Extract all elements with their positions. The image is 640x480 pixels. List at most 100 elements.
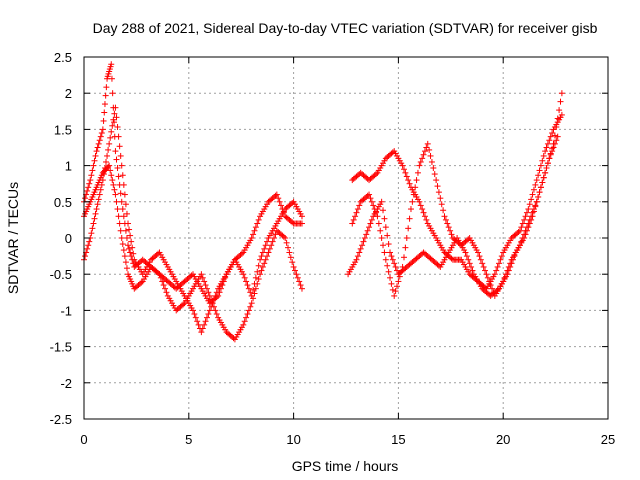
interpolated-point: [444, 220, 451, 227]
interpolated-point: [157, 274, 164, 281]
interpolated-point: [536, 167, 543, 174]
interpolated-point: [392, 288, 399, 295]
interpolated-point: [294, 274, 301, 281]
interpolated-point: [289, 200, 296, 207]
interpolated-point: [544, 140, 551, 147]
interpolated-point: [119, 241, 126, 248]
interpolated-point: [261, 245, 268, 252]
interpolated-point: [268, 242, 275, 249]
interpolated-point: [85, 242, 92, 249]
interpolated-point: [271, 235, 278, 241]
interpolated-point: [117, 227, 124, 234]
data-point: [298, 220, 305, 227]
interpolated-point: [208, 303, 215, 310]
data-point: [416, 162, 423, 169]
interpolated-point: [122, 259, 129, 266]
interpolated-point: [465, 236, 472, 243]
interpolated-point: [91, 215, 98, 222]
interpolated-point: [547, 133, 554, 140]
interpolated-point: [438, 201, 445, 208]
interpolated-point: [114, 165, 121, 172]
y-tick-label: 1: [65, 159, 72, 174]
data-point: [112, 104, 119, 111]
interpolated-point: [532, 202, 539, 209]
interpolated-point: [107, 134, 114, 141]
interpolated-point: [245, 285, 252, 292]
interpolated-point: [384, 232, 391, 239]
interpolated-point: [276, 198, 283, 205]
interpolated-point: [518, 224, 525, 231]
data-point: [391, 292, 398, 299]
interpolated-point: [261, 260, 268, 267]
y-tick-label: -1.5: [50, 340, 72, 355]
interpolated-point: [377, 227, 384, 234]
interpolated-point: [188, 272, 195, 279]
axes: 0 5 10 15 20 25 -2.5 -2 -1.5 -1 -0.5 0 0.5 1 1.5 2 2.5: [50, 50, 616, 447]
interpolated-point: [212, 307, 219, 314]
data-point: [483, 271, 490, 278]
interpolated-point: [518, 238, 525, 245]
interpolated-point: [498, 253, 505, 260]
data-point: [206, 292, 213, 299]
interpolated-point: [94, 201, 101, 208]
interpolated-point: [521, 216, 528, 223]
interpolated-point: [245, 307, 252, 314]
interpolated-point: [530, 186, 537, 193]
data-point: [240, 271, 247, 278]
interpolated-point: [199, 274, 206, 281]
interpolated-point: [366, 224, 373, 231]
interpolated-point: [90, 162, 97, 169]
interpolated-point: [96, 137, 103, 144]
data-point: [433, 177, 440, 184]
interpolated-point: [138, 279, 145, 286]
interpolated-point: [389, 149, 396, 156]
data-point: [558, 90, 565, 97]
interpolated-point: [440, 207, 447, 214]
interpolated-point: [247, 303, 254, 310]
interpolated-point: [116, 143, 123, 150]
interpolated-point: [180, 301, 187, 308]
interpolated-point: [108, 75, 115, 82]
interpolated-point: [84, 187, 91, 194]
interpolated-point: [98, 181, 105, 188]
interpolated-point: [91, 157, 98, 164]
interpolated-point: [108, 172, 115, 179]
interpolated-point: [111, 110, 118, 117]
interpolated-point: [356, 249, 363, 256]
interpolated-point: [373, 171, 380, 178]
x-tick-label: 5: [185, 432, 192, 447]
interpolated-point: [539, 157, 546, 164]
interpolated-point: [387, 274, 394, 281]
data-point: [361, 235, 368, 241]
interpolated-point: [389, 286, 396, 293]
interpolated-point: [380, 207, 387, 214]
interpolated-point: [122, 227, 129, 234]
interpolated-point: [419, 206, 426, 213]
interpolated-point: [409, 198, 416, 205]
interpolated-point: [546, 137, 553, 144]
data-point: [125, 220, 132, 227]
data-point: [248, 292, 255, 299]
data-point: [554, 133, 561, 140]
interpolated-point: [396, 273, 403, 280]
interpolated-point: [113, 198, 120, 205]
data-point: [475, 249, 482, 256]
interpolated-point: [382, 224, 389, 231]
data-point: [206, 307, 213, 314]
interpolated-point: [367, 195, 374, 202]
interpolated-point: [250, 231, 257, 238]
interpolated-point: [413, 177, 420, 184]
interpolated-point: [86, 180, 93, 187]
interpolated-point: [549, 145, 556, 152]
interpolated-point: [88, 230, 95, 237]
interpolated-point: [522, 213, 529, 220]
interpolated-point: [368, 198, 375, 205]
interpolated-point: [89, 167, 96, 174]
interpolated-point: [373, 209, 380, 216]
x-tick-label: 15: [391, 432, 405, 447]
y-axis-label: SDTVAR / TECUs: [5, 182, 21, 294]
y-tick-label: 0: [65, 231, 72, 246]
interpolated-point: [110, 181, 117, 188]
interpolated-point: [210, 296, 217, 303]
